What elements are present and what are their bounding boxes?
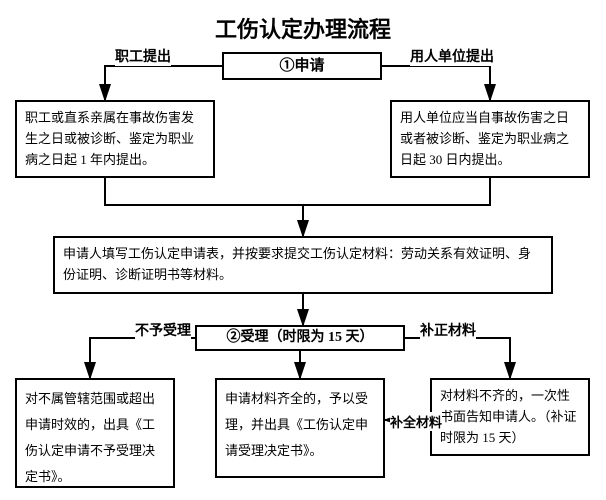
- label-supplement: 补正材料: [420, 320, 476, 340]
- node-reject: 对不属管辖范围或超出申请时效的，出具《工伤认定申请不予受理决定书》。: [15, 378, 175, 488]
- label-employer-submit: 用人单位提出: [410, 46, 494, 66]
- node-complete: 申请材料齐全的，予以受理，并出具《工伤认定申请受理决定书》。: [215, 378, 385, 478]
- label-employee-submit: 职工提出: [115, 46, 171, 66]
- node-accept: ②受理（时限为 15 天）: [195, 325, 405, 351]
- node-apply: ①申请: [222, 52, 382, 80]
- node-incomplete: 对材料不齐的，一次性书面告知申请人。（补证时限为 15 天）: [430, 378, 590, 456]
- node-materials: 申请人填写工伤认定申请表，并按要求提交工伤认定材料：劳动关系有效证明、身份证明、…: [53, 236, 553, 294]
- label-reject-accept: 不予受理: [135, 320, 191, 340]
- node-employer: 用人单位应当自事故伤害之日或者被诊断、鉴定为职业病之日起 30 日内提出。: [390, 100, 590, 178]
- page-title: 工伤认定办理流程: [0, 12, 606, 44]
- label-supplement2: 补全材料: [390, 412, 442, 431]
- node-employee: 职工或直系亲属在事故伤害发生之日或被诊断、鉴定为职业病之日起 1 年内提出。: [15, 100, 215, 178]
